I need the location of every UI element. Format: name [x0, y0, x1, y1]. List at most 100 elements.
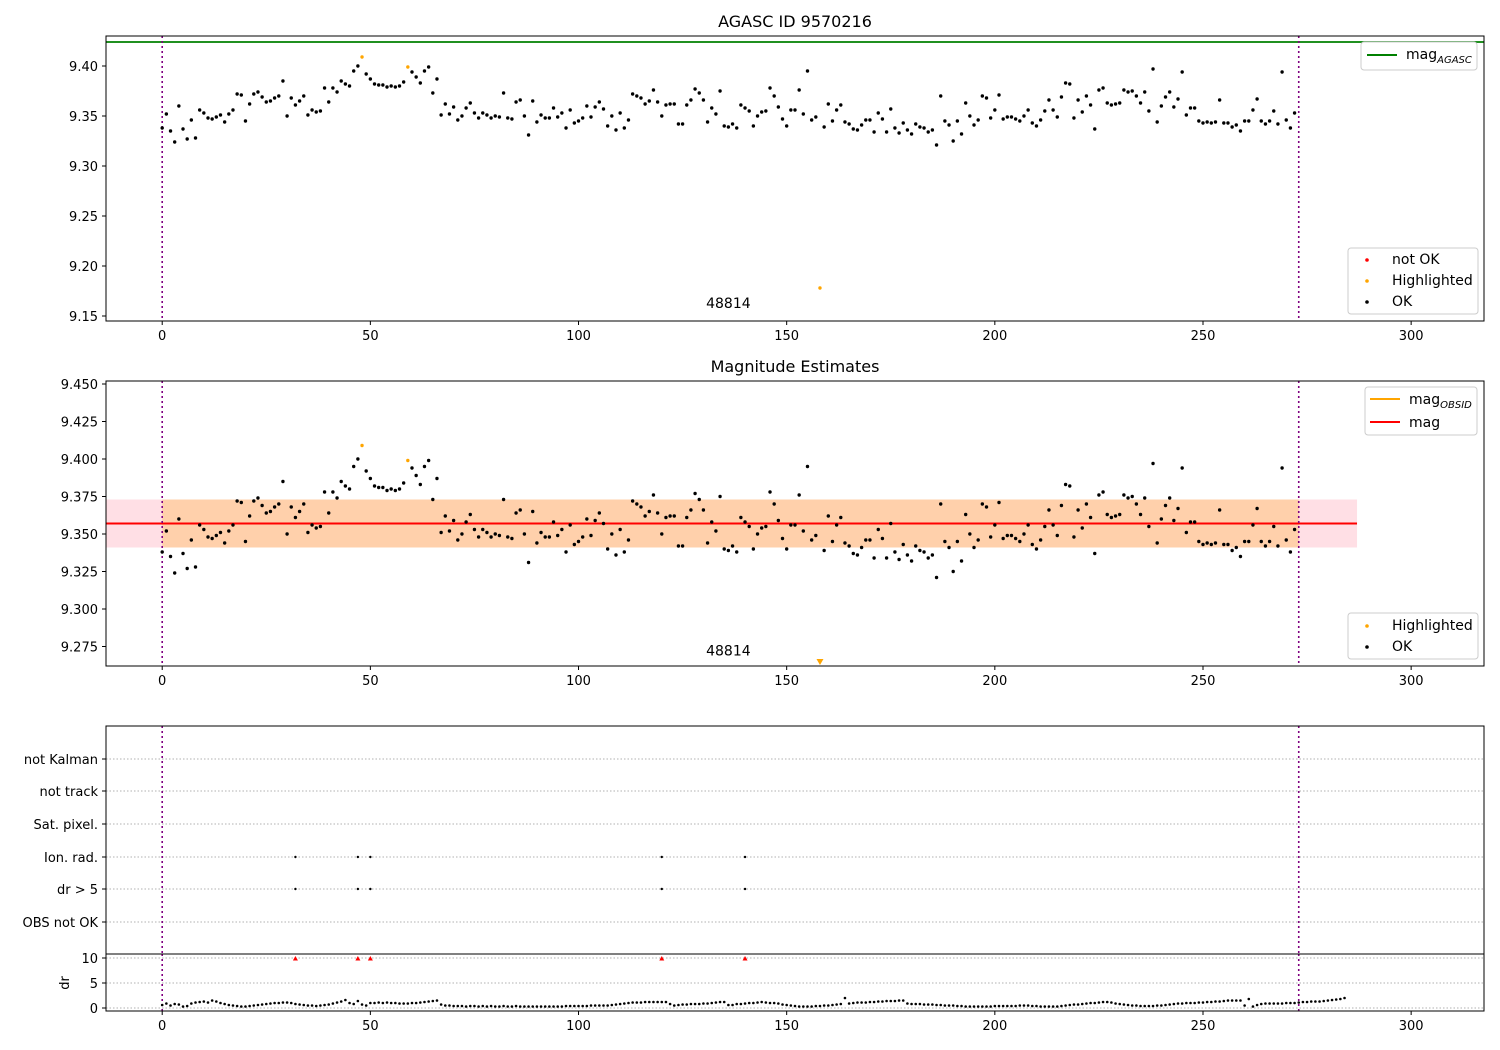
dr-point [643, 1000, 647, 1004]
dr-point [951, 1004, 955, 1007]
middle-point [1188, 520, 1193, 524]
middle-point [1167, 496, 1172, 500]
top-point [439, 113, 443, 117]
dr-point [827, 1004, 830, 1007]
top-point [809, 118, 814, 122]
middle-point [264, 511, 268, 515]
middle-point [1222, 542, 1226, 547]
top-point [1280, 70, 1284, 74]
middle-point [1009, 533, 1014, 538]
dr-xtick-label-50: 50 [362, 1019, 379, 1034]
middle-point [1267, 539, 1272, 544]
middle-point [1126, 496, 1130, 500]
top-point [243, 119, 248, 123]
top-point [252, 92, 256, 96]
middle-point [764, 524, 768, 529]
dr-point [635, 1001, 639, 1004]
dr-point [960, 1004, 963, 1008]
dr-point [835, 1003, 838, 1006]
flags-category-label: dr > 5 [57, 883, 98, 898]
top-point [422, 69, 427, 73]
middle-point [1238, 554, 1243, 559]
middle-point [918, 548, 922, 553]
middle-point [389, 487, 393, 491]
dr-point [427, 1000, 430, 1003]
dr-point [1014, 1004, 1017, 1008]
top-point [306, 113, 310, 117]
dr-point [489, 1004, 493, 1008]
middle-point [988, 535, 993, 539]
top-point [497, 115, 502, 119]
middle-point [1230, 548, 1234, 553]
dr-point [839, 1002, 843, 1006]
dr-point [369, 1001, 372, 1005]
middle-point [947, 545, 951, 550]
middle-point [481, 527, 485, 532]
middle-point [376, 485, 381, 490]
top-point [551, 106, 556, 110]
top-point [622, 126, 627, 130]
flags-category-label: OBS not OK [23, 916, 99, 931]
top-point [401, 80, 406, 84]
dr-point [1247, 997, 1251, 1001]
dr-point [901, 999, 905, 1002]
top-point [905, 128, 910, 132]
dr-point [173, 1002, 176, 1006]
dr-point [381, 1001, 385, 1005]
top-point [784, 124, 789, 128]
top-point [830, 119, 835, 123]
dr-point [1276, 1002, 1280, 1005]
dr-point [943, 1004, 947, 1007]
middle-point [572, 542, 577, 547]
dr-point [356, 999, 360, 1003]
dr-xtick-label-300: 300 [1399, 1019, 1424, 1034]
dr-point [868, 1000, 872, 1004]
middle-point [526, 560, 531, 565]
top-point [1130, 89, 1134, 93]
dr-point [439, 1003, 443, 1006]
middle-point [705, 541, 710, 545]
middle-point [435, 476, 439, 481]
middle-point [943, 539, 947, 544]
dr-point [1060, 1004, 1063, 1008]
top-point [472, 111, 477, 115]
middle-point [177, 517, 181, 521]
middle-point [518, 508, 522, 512]
middle-point [1105, 512, 1109, 517]
middle-point [951, 569, 955, 574]
top-point [1213, 120, 1218, 124]
middle-point [1080, 526, 1084, 530]
dr-ytick-label-2: 10 [81, 952, 98, 967]
middle-point [193, 565, 198, 569]
top-point [1267, 119, 1272, 123]
middle-point [1284, 538, 1288, 542]
top-ytick-label-2: 9.25 [69, 210, 98, 225]
dr-point [851, 1001, 855, 1005]
dr-point [514, 1004, 518, 1008]
top-point [972, 123, 976, 127]
middle-point [618, 527, 622, 532]
dr-xtick-label-150: 150 [774, 1019, 799, 1034]
top-point [664, 103, 668, 107]
top-point [1201, 121, 1205, 125]
middle-point [997, 500, 1001, 505]
top-point [647, 99, 651, 103]
dr-point [968, 1005, 972, 1008]
dr-point [314, 1004, 318, 1008]
flag-point [356, 855, 360, 859]
top-point [605, 124, 610, 128]
middle-point [202, 527, 206, 532]
top-point [456, 118, 460, 122]
middle-point [393, 488, 398, 493]
middle-point [755, 532, 760, 536]
middle-point [535, 541, 539, 545]
middle-point [1001, 536, 1005, 541]
top-point [1163, 95, 1168, 99]
dr-point [1143, 1004, 1147, 1008]
top-point [755, 114, 760, 118]
top-point [1276, 122, 1280, 126]
top-point [601, 107, 606, 111]
top-obsid-annotation: 48814 [706, 296, 751, 312]
top-point [980, 94, 985, 98]
middle-point [789, 523, 793, 527]
